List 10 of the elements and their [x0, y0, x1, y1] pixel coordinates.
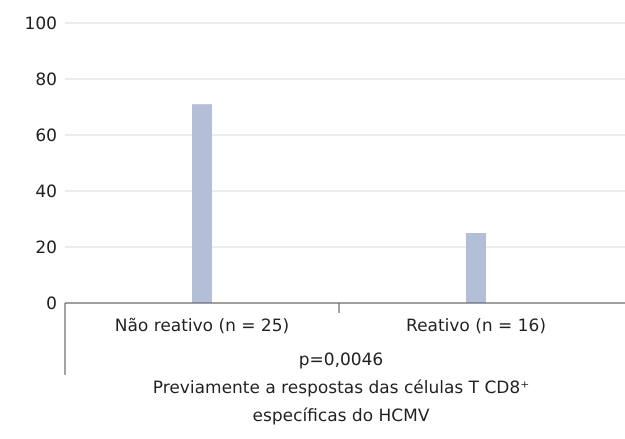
y-tick-label: 20 — [35, 238, 57, 258]
text: p=0,0046 — [298, 350, 384, 370]
y-tick-label: 100 — [24, 14, 57, 34]
x-tick-label: Reativo (n = 16) — [406, 316, 546, 336]
y-tick-label: 40 — [35, 182, 57, 202]
y-tick-label: 60 — [35, 126, 57, 146]
x-tick-label: Não reativo (n = 25) — [114, 316, 290, 336]
y-tick-label: 80 — [35, 70, 57, 90]
x-axis-title: Previamente a respostas das células T CD8⁺ específicas do HCMV — [152, 378, 530, 426]
y-tick-label: 0 — [46, 294, 57, 314]
